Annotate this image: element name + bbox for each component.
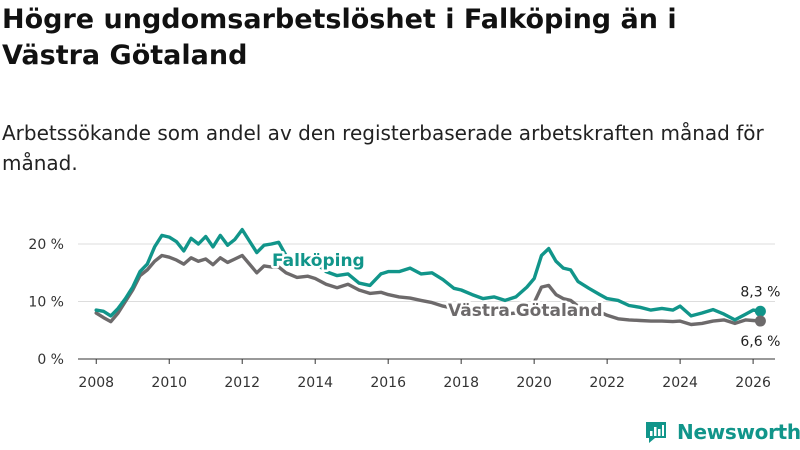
- end-point-vastra-gotaland: [754, 315, 766, 327]
- x-tick-label: 2016: [370, 375, 406, 391]
- x-tick-label: 2020: [516, 375, 552, 391]
- x-tick-label: 2014: [297, 375, 333, 391]
- y-tick-label: 0 %: [37, 352, 64, 368]
- series-line-falkoping: [94, 227, 763, 322]
- x-tick-label: 2010: [151, 375, 187, 391]
- x-tick-label: 2026: [735, 375, 771, 391]
- brand-logo[interactable]: Newsworthy: [643, 417, 800, 447]
- inline-label-vastra-gotaland: Västra Götaland: [448, 301, 603, 321]
- end-label-vastra-gotaland: 6,6 %: [740, 334, 780, 350]
- x-tick-label: 2024: [662, 375, 698, 391]
- end-label-falkoping: 8,3 %: [740, 284, 780, 300]
- y-tick-label: 20 %: [28, 237, 64, 253]
- y-tick-label: 10 %: [28, 295, 64, 311]
- brand-name: Newsworthy: [677, 420, 800, 444]
- chart-subtitle: Arbetssökande som andel av den registerb…: [2, 121, 764, 175]
- x-tick-label: 2008: [78, 375, 114, 391]
- end-point-falkoping: [754, 305, 766, 317]
- newsworthy-logo-icon: [646, 422, 666, 443]
- x-tick-label: 2012: [224, 375, 260, 391]
- series-line-vastra-gotaland: [94, 253, 763, 327]
- x-tick-label: 2022: [589, 375, 625, 391]
- inline-label-falkoping: Falköping: [272, 251, 365, 271]
- x-tick-label: 2018: [443, 375, 479, 391]
- chart-title: Högre ungdomsarbetslöshet i Falköping än…: [2, 4, 677, 71]
